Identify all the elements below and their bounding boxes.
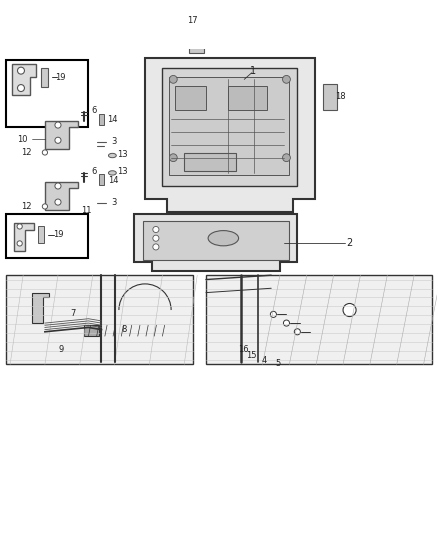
Polygon shape: [14, 223, 34, 251]
Text: 19: 19: [53, 230, 63, 239]
Text: 17: 17: [187, 16, 198, 25]
FancyBboxPatch shape: [6, 214, 88, 258]
Bar: [169, 77, 289, 175]
Bar: [41, 68, 48, 87]
Bar: [99, 174, 104, 184]
Circle shape: [170, 154, 177, 161]
Circle shape: [17, 224, 22, 229]
Circle shape: [153, 235, 159, 241]
Text: 3: 3: [111, 198, 117, 207]
Ellipse shape: [109, 171, 116, 175]
FancyBboxPatch shape: [6, 60, 88, 127]
Circle shape: [42, 204, 47, 209]
Circle shape: [153, 227, 159, 232]
Polygon shape: [45, 120, 78, 149]
Polygon shape: [145, 58, 315, 212]
Text: 1: 1: [250, 66, 256, 76]
Circle shape: [270, 311, 276, 318]
Text: 16: 16: [238, 345, 248, 354]
Text: 8: 8: [121, 325, 127, 334]
Polygon shape: [12, 64, 36, 94]
Ellipse shape: [208, 231, 239, 246]
Circle shape: [55, 122, 61, 128]
Circle shape: [343, 303, 356, 317]
Bar: [228, 86, 267, 110]
Bar: [38, 225, 45, 243]
Circle shape: [17, 241, 22, 246]
Text: 7: 7: [71, 309, 76, 318]
Text: 15: 15: [247, 351, 257, 360]
Bar: [184, 154, 237, 171]
Circle shape: [283, 320, 290, 326]
Circle shape: [18, 67, 25, 74]
Circle shape: [283, 76, 290, 83]
Bar: [176, 86, 206, 110]
Bar: [84, 325, 99, 336]
Circle shape: [18, 85, 25, 92]
Text: 6: 6: [92, 106, 97, 115]
Text: 9: 9: [59, 345, 64, 354]
Circle shape: [294, 329, 300, 335]
Circle shape: [170, 76, 177, 83]
Text: 12: 12: [21, 202, 32, 211]
Circle shape: [153, 244, 159, 250]
Text: 14: 14: [109, 176, 119, 185]
Bar: [99, 114, 104, 125]
Circle shape: [42, 150, 47, 155]
Text: 19: 19: [55, 72, 65, 82]
Text: 10: 10: [17, 135, 28, 144]
Text: 4: 4: [261, 356, 266, 365]
Text: 5: 5: [276, 359, 281, 368]
Text: 14: 14: [107, 115, 118, 124]
Bar: [143, 221, 289, 260]
Text: 11: 11: [81, 206, 92, 215]
Ellipse shape: [109, 154, 116, 158]
Text: 18: 18: [336, 92, 346, 101]
Text: 13: 13: [117, 150, 128, 159]
Text: 6: 6: [92, 167, 97, 176]
Text: 13: 13: [117, 167, 128, 176]
Circle shape: [55, 137, 61, 143]
Circle shape: [55, 183, 61, 189]
Bar: [162, 68, 297, 186]
Text: 3: 3: [111, 136, 117, 146]
Polygon shape: [134, 214, 297, 271]
Text: 12: 12: [21, 148, 32, 157]
Text: 2: 2: [346, 238, 353, 247]
Circle shape: [55, 199, 61, 205]
Bar: [323, 84, 336, 110]
Bar: [6, 275, 193, 365]
Polygon shape: [32, 293, 49, 323]
Bar: [188, 27, 204, 53]
Bar: [206, 275, 432, 365]
Circle shape: [283, 154, 290, 161]
Polygon shape: [45, 182, 78, 210]
